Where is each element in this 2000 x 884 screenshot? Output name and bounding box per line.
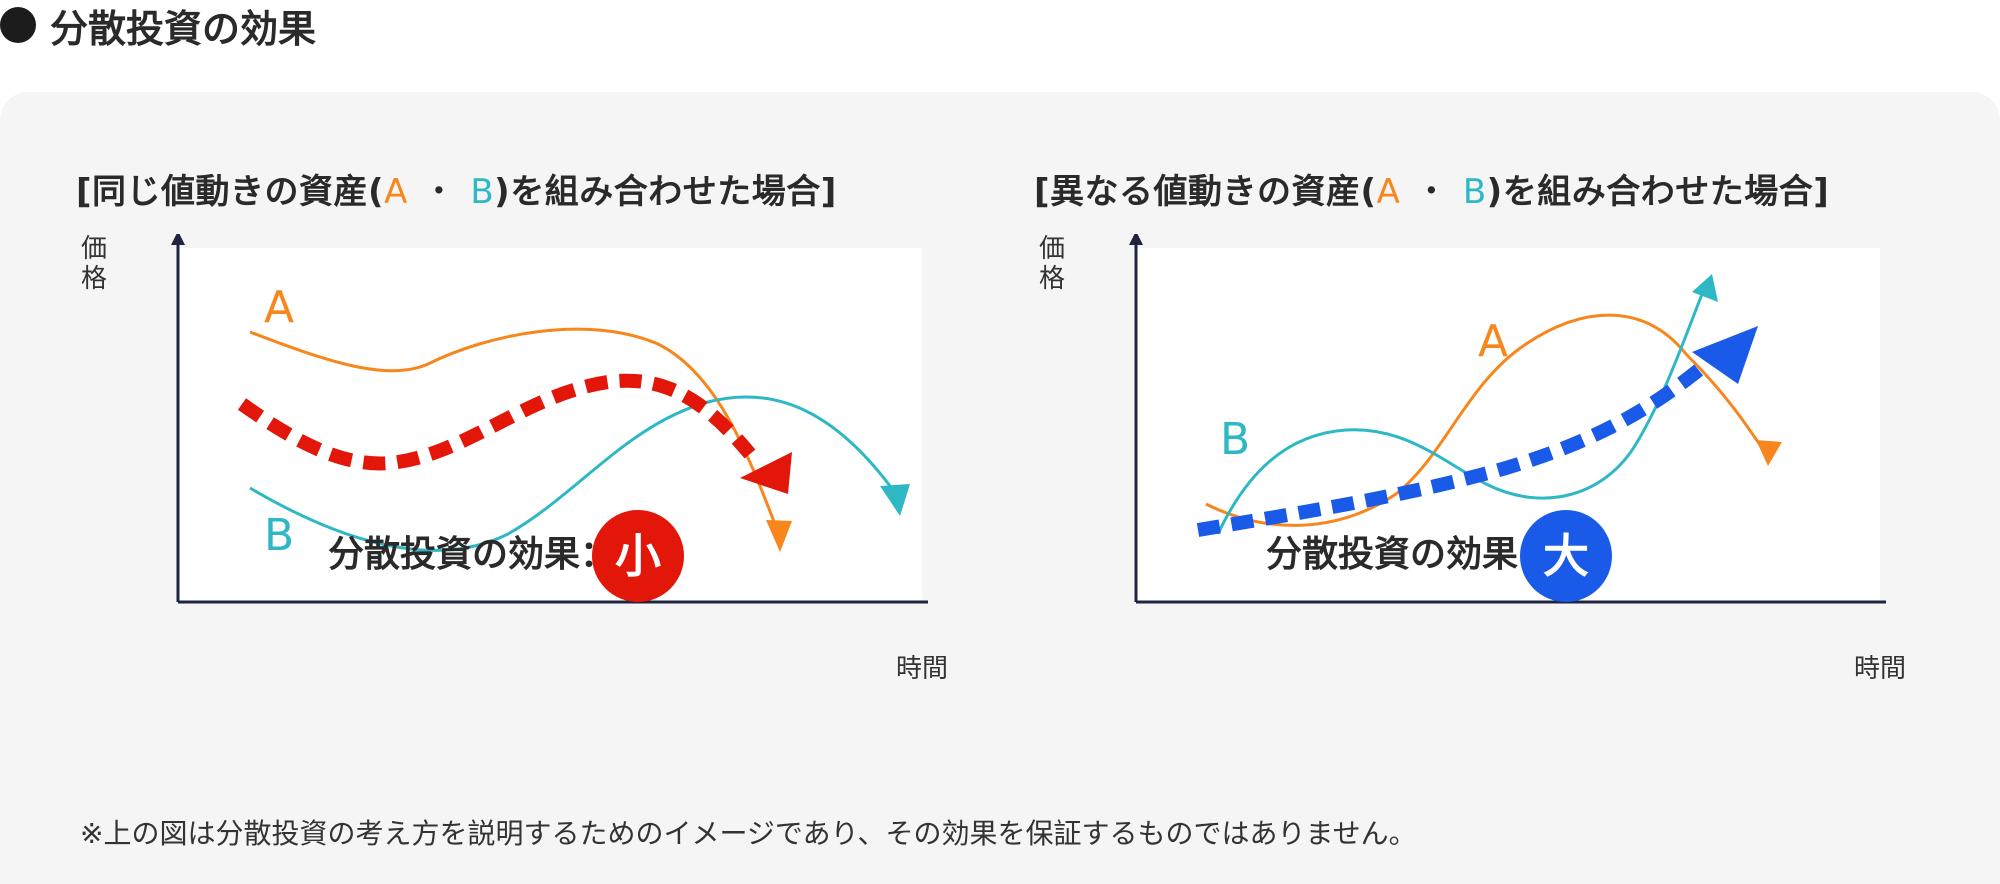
effect-label: 分散投資の効果：: [328, 534, 616, 575]
series-a-arrow-icon: [1756, 440, 1782, 466]
diagram-panel: [同じ値動きの資産(A ・ B)を組み合わせた場合] 価格: [0, 92, 2000, 884]
series-b-line: [249, 395, 898, 552]
diagram-different-movement: [異なる値動きの資産(A ・ B)を組み合わせた場合] 価格: [1034, 164, 1914, 684]
effect-label: 分散投資の効果：: [1266, 534, 1554, 575]
effect-badge: [1520, 510, 1612, 602]
page-title: 分散投資の効果: [50, 6, 317, 51]
title-series-a: A: [384, 172, 408, 212]
combined-trend-line: [1196, 358, 1711, 537]
series-b-label: B: [1220, 414, 1250, 465]
effect-badge-text: 大: [1543, 529, 1589, 583]
plot-area: A B 分散投資の効果： 大: [1086, 234, 1886, 634]
section-header: 分散投資の効果: [0, 2, 316, 51]
combined-trend-line: [237, 373, 756, 471]
effect-badge: [592, 510, 684, 602]
y-axis-label: 価格: [80, 234, 107, 294]
title-series-b: B: [470, 172, 495, 212]
plot-background: [1136, 248, 1880, 602]
diagram-title: [異なる値動きの資産(A ・ B)を組み合わせた場合]: [1034, 172, 1830, 212]
footnote: ※上の図は分散投資の考え方を説明するためのイメージであり、その効果を保証するもの…: [80, 817, 1417, 850]
diagram-same-movement: [同じ値動きの資産(A ・ B)を組み合わせた場合] 価格: [76, 164, 956, 684]
diagram-title: [同じ値動きの資産(A ・ B)を組み合わせた場合]: [76, 172, 837, 212]
series-b-arrow-icon: [1692, 274, 1718, 302]
plot-background: [178, 248, 922, 602]
x-axis-label: 時間: [895, 654, 948, 684]
bullet-icon: [0, 7, 36, 43]
series-b-label: B: [264, 510, 294, 561]
plot-area: A B 分散投資の効果： 小: [128, 234, 928, 634]
series-a-label: A: [1478, 316, 1508, 367]
combined-trend-arrow-icon: [740, 452, 792, 494]
combined-trend-arrow-icon: [1692, 326, 1758, 384]
series-a-arrow-icon: [766, 520, 792, 552]
title-series-b: B: [1462, 172, 1487, 212]
series-a-line: [1205, 313, 1768, 527]
series-a-label: A: [264, 282, 294, 333]
x-axis-label: 時間: [1853, 654, 1906, 684]
title-series-a: A: [1376, 172, 1401, 212]
y-axis-label: 価格: [1038, 234, 1065, 294]
effect-badge-text: 小: [615, 529, 661, 583]
series-b-arrow-icon: [880, 484, 910, 516]
